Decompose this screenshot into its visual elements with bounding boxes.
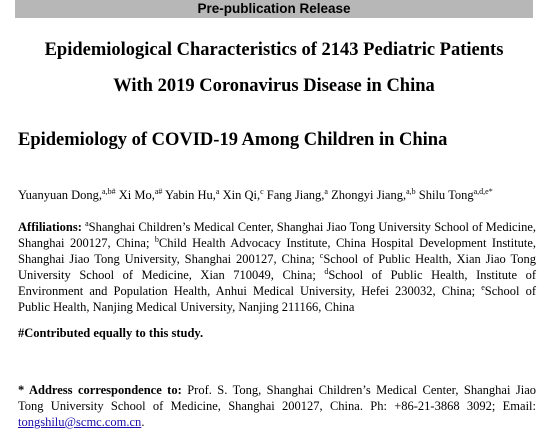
author: Xi Mo,a# bbox=[115, 187, 163, 203]
superscript-marker: a bbox=[85, 219, 89, 228]
superscript-marker: b bbox=[154, 235, 159, 244]
author: Yuanyuan Dong,a,b# bbox=[18, 187, 116, 203]
author: Xin Qi,c bbox=[219, 187, 264, 203]
author: Shilu Tonga,d,e* bbox=[415, 187, 493, 203]
affiliations-paragraph: Affiliations: aShanghai Children’s Medic… bbox=[18, 219, 536, 315]
affiliation-item: Shanghai Children’s Medical Center, Shan… bbox=[18, 220, 536, 250]
article-title-line-2: With 2019 Coronavirus Disease in China bbox=[113, 76, 435, 96]
superscript-marker: d bbox=[324, 267, 329, 276]
superscript-marker: a# bbox=[154, 187, 163, 196]
superscript-marker: a bbox=[324, 187, 328, 196]
correspondence-label: * Address correspondence to: bbox=[18, 383, 182, 397]
superscript-marker: c bbox=[319, 251, 324, 260]
correspondence-paragraph: * Address correspondence to: Prof. S. To… bbox=[18, 382, 536, 430]
superscript-marker: a,d,e* bbox=[473, 187, 493, 196]
author-list: Yuanyuan Dong,a,b# Xi Mo,a# Yabin Hu,a X… bbox=[18, 187, 538, 203]
correspondence-text: Prof. S. Tong, Shanghai Children’s Medic… bbox=[18, 383, 536, 413]
article-title-line-1: Epidemiological Characteristics of 2143 … bbox=[44, 40, 504, 60]
affiliations-label: Affiliations: bbox=[18, 220, 82, 234]
superscript-marker: a,b bbox=[406, 187, 416, 196]
affiliation-item: School of Public Health, Nanjing Medical… bbox=[18, 284, 536, 314]
affiliation-item: School of Public Health, Institute of En… bbox=[18, 268, 536, 298]
superscript-marker: a,b# bbox=[102, 187, 116, 196]
superscript-marker: a bbox=[215, 187, 220, 196]
superscript-marker: e bbox=[481, 283, 485, 292]
equal-contribution-note: #Contributed equally to this study. bbox=[18, 326, 204, 340]
affiliation-item: Child Health Advocacy Institute, China H… bbox=[18, 236, 536, 266]
email-link[interactable]: tongshilu@scmc.com.cn bbox=[18, 415, 142, 429]
author: Fang Jiang,a bbox=[263, 187, 328, 203]
author: Zhongyi Jiang,a,b bbox=[327, 187, 416, 203]
correspondence-end: . bbox=[141, 415, 145, 429]
pre-publication-banner: Pre-publication Release bbox=[15, 0, 533, 18]
author: Yabin Hu,a bbox=[162, 187, 220, 203]
running-title: Epidemiology of COVID-19 Among Children … bbox=[18, 130, 448, 150]
affiliation-item: School of Public Health, Xian Jiao Tong … bbox=[18, 252, 536, 282]
superscript-marker: c bbox=[260, 187, 264, 196]
